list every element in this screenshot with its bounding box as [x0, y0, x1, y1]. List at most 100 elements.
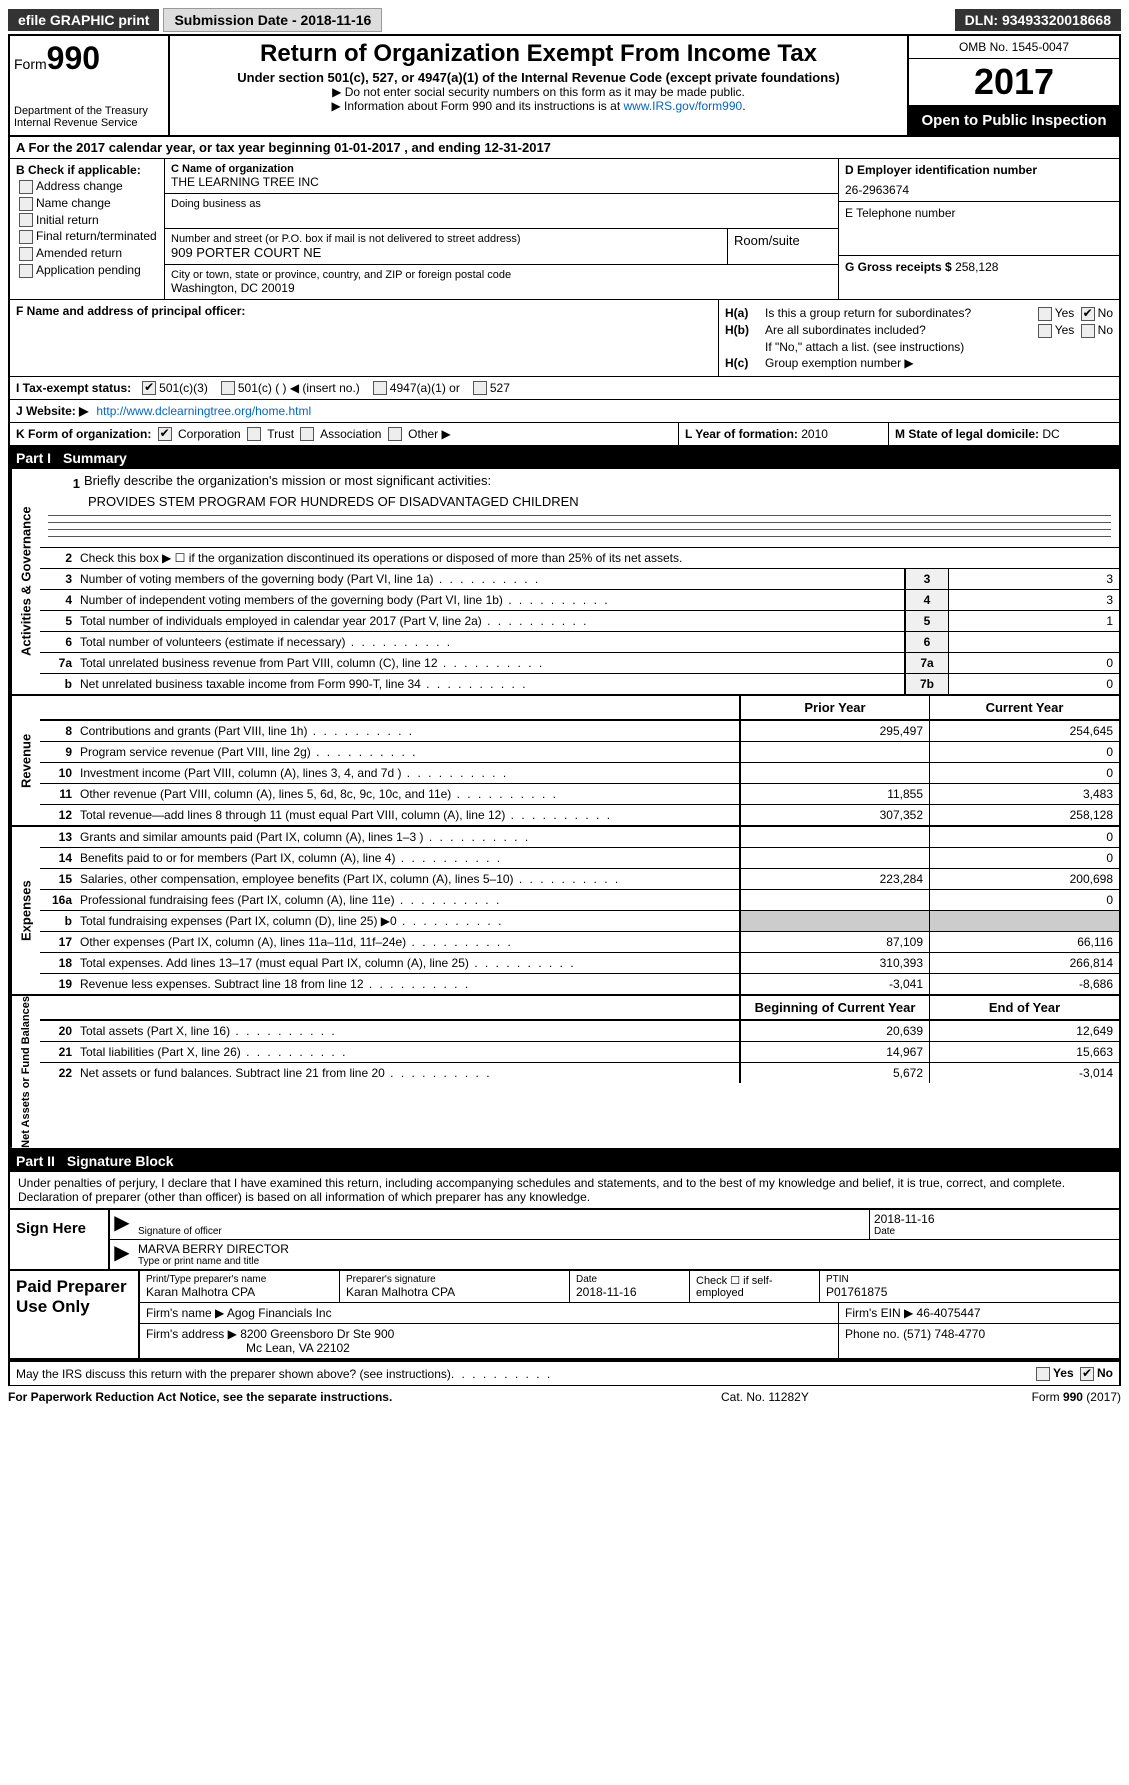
b-title: B Check if applicable: [16, 163, 158, 177]
firm-phone-label: Phone no. [845, 1327, 903, 1341]
header-left: Form990 Department of the Treasury Inter… [10, 36, 170, 135]
cb-final-return[interactable]: Final return/terminated [16, 229, 158, 244]
gross-val: 258,128 [955, 260, 998, 274]
state-domicile: DC [1042, 427, 1059, 441]
signature-block: Under penalties of perjury, I declare th… [8, 1172, 1121, 1362]
city-val: Washington, DC 20019 [171, 281, 832, 295]
actgov-row: 5Total number of individuals employed in… [40, 611, 1119, 632]
part2-num: Part II [16, 1153, 55, 1169]
firm-ein-label: Firm's EIN ▶ [845, 1306, 917, 1320]
submission-date: Submission Date - 2018-11-16 [163, 8, 382, 32]
open-public: Open to Public Inspection [909, 106, 1119, 135]
officer-name: MARVA BERRY DIRECTOR [138, 1242, 1115, 1256]
cb-501c3[interactable] [142, 381, 156, 395]
row-i: I Tax-exempt status: 501(c)(3) 501(c) ( … [8, 377, 1121, 400]
cb-4947[interactable] [373, 381, 387, 395]
header-right: OMB No. 1545-0047 2017 Open to Public In… [909, 36, 1119, 135]
sign-here-label: Sign Here [10, 1210, 110, 1269]
firm-name: Agog Financials Inc [227, 1306, 332, 1320]
prep-sig-label: Preparer's signature [346, 1274, 563, 1285]
firm-addr2: Mc Lean, VA 22102 [146, 1341, 350, 1355]
firm-ein: 46-4075447 [917, 1306, 981, 1320]
opt-4947: 4947(a)(1) or [390, 381, 460, 395]
cb-other[interactable] [388, 427, 402, 441]
activities-governance: Activities & Governance 1Briefly describ… [8, 469, 1121, 696]
section-a: A For the 2017 calendar year, or tax yea… [8, 137, 1121, 159]
website-link[interactable]: http://www.dclearningtree.org/home.html [96, 404, 311, 418]
form-header: Form990 Department of the Treasury Inter… [8, 34, 1121, 137]
section-b: B Check if applicable: Address change Na… [10, 159, 165, 299]
revenue-tab: Revenue [10, 696, 40, 825]
cb-assoc[interactable] [300, 427, 314, 441]
org-name-label: C Name of organization [171, 163, 832, 175]
data-row: 10Investment income (Part VIII, column (… [40, 763, 1119, 784]
cb-application-pending[interactable]: Application pending [16, 263, 158, 278]
data-row: 8Contributions and grants (Part VIII, li… [40, 721, 1119, 742]
sub-label: Submission Date - [174, 12, 300, 28]
discuss-no-cb[interactable] [1080, 1367, 1094, 1381]
name-title-label: Type or print name and title [138, 1256, 1115, 1267]
prep-name-label: Print/Type preparer's name [146, 1274, 333, 1285]
hc-label: H(c) [725, 356, 765, 370]
discuss-yes-cb[interactable] [1036, 1367, 1050, 1381]
ptin-val: P01761875 [826, 1285, 1113, 1299]
data-row: 9Program service revenue (Part VIII, lin… [40, 742, 1119, 763]
sub-date-val: 2018-11-16 [301, 12, 372, 28]
data-row: 19Revenue less expenses. Subtract line 1… [40, 974, 1119, 994]
form-number: 990 [47, 40, 100, 76]
data-row: 17Other expenses (Part IX, column (A), l… [40, 932, 1119, 953]
cb-501c[interactable] [221, 381, 235, 395]
cb-address-change[interactable]: Address change [16, 179, 158, 194]
dba-label: Doing business as [171, 198, 832, 210]
self-employed-check[interactable]: Check ☐ if self-employed [690, 1271, 820, 1302]
omb-number: OMB No. 1545-0047 [909, 36, 1119, 59]
cb-initial-return[interactable]: Initial return [16, 213, 158, 228]
expenses-section: Expenses 13Grants and similar amounts pa… [8, 827, 1121, 996]
top-bar: efile GRAPHIC print Submission Date - 20… [8, 8, 1121, 32]
netassets-section: Net Assets or Fund Balances Beginning of… [8, 996, 1121, 1150]
website-label: J Website: ▶ [16, 404, 88, 418]
opt-501c: 501(c) ( ) ◀ (insert no.) [238, 381, 360, 395]
cb-trust[interactable] [247, 427, 261, 441]
paperwork-notice: For Paperwork Reduction Act Notice, see … [8, 1390, 721, 1404]
row-klm: K Form of organization: Corporation Trus… [8, 423, 1121, 448]
ha-yes-cb[interactable] [1038, 307, 1052, 321]
hb-no-cb[interactable] [1081, 324, 1095, 338]
prep-name: Karan Malhotra CPA [146, 1285, 333, 1299]
hb-yes-cb[interactable] [1038, 324, 1052, 338]
dln: DLN: 93493320018668 [955, 9, 1121, 31]
cb-527[interactable] [473, 381, 487, 395]
data-row: 21Total liabilities (Part X, line 26)14,… [40, 1042, 1119, 1063]
data-row: bTotal fundraising expenses (Part IX, co… [40, 911, 1119, 932]
data-row: 15Salaries, other compensation, employee… [40, 869, 1119, 890]
prep-date-label: Date [576, 1274, 683, 1285]
state-domicile-label: M State of legal domicile: [895, 427, 1042, 441]
arrow-icon: ▶ [110, 1210, 134, 1239]
form-word: Form [14, 56, 47, 72]
cb-amended-return[interactable]: Amended return [16, 246, 158, 261]
discuss-text: May the IRS discuss this return with the… [16, 1367, 451, 1381]
prior-year-header: Prior Year [739, 696, 929, 719]
cb-corp[interactable] [158, 427, 172, 441]
gross-label: G Gross receipts $ [845, 260, 955, 274]
irs-link[interactable]: www.IRS.gov/form990 [623, 99, 742, 113]
part1-header: Part I Summary [8, 447, 1121, 469]
efile-btn[interactable]: efile GRAPHIC print [8, 9, 159, 31]
form-org-label: K Form of organization: [16, 427, 151, 441]
beg-year-header: Beginning of Current Year [739, 996, 929, 1019]
perjury-declaration: Under penalties of perjury, I declare th… [10, 1172, 1119, 1210]
actgov-row: 6Total number of volunteers (estimate if… [40, 632, 1119, 653]
cat-number: Cat. No. 11282Y [721, 1390, 921, 1404]
end-year-header: End of Year [929, 996, 1119, 1019]
dept-treasury: Department of the Treasury [14, 105, 164, 117]
part2-title: Signature Block [67, 1153, 174, 1169]
firm-phone: (571) 748-4770 [903, 1327, 985, 1341]
room-label: Room/suite [728, 229, 838, 264]
org-name: THE LEARNING TREE INC [171, 175, 832, 189]
hb-label: H(b) [725, 323, 765, 337]
cb-name-change[interactable]: Name change [16, 196, 158, 211]
ssn-note: ▶ Do not enter social security numbers o… [178, 85, 899, 99]
ha-no-cb[interactable] [1081, 307, 1095, 321]
data-row: 14Benefits paid to or for members (Part … [40, 848, 1119, 869]
hb-text: Are all subordinates included? [765, 323, 1035, 337]
